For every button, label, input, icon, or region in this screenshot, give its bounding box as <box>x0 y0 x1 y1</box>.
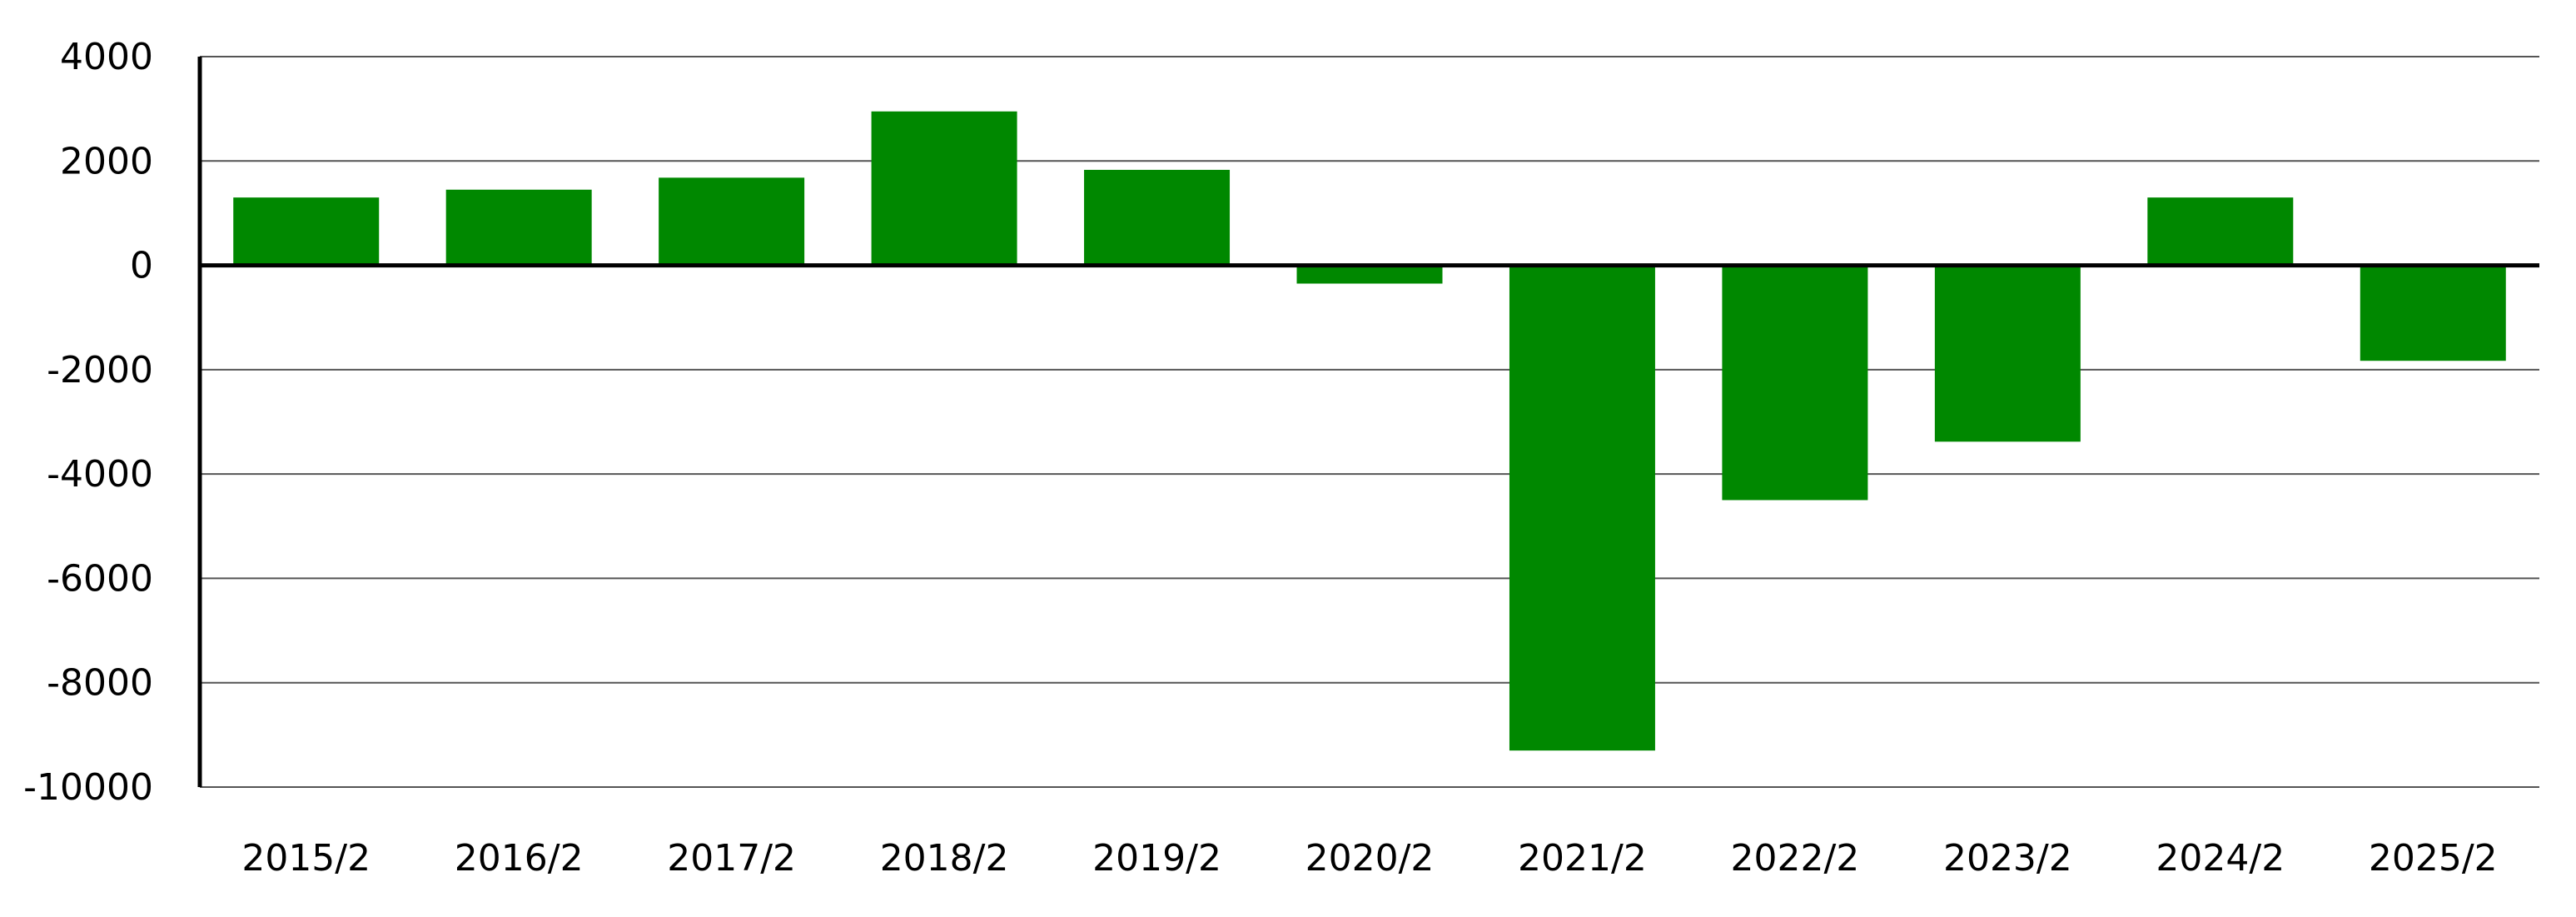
bar-2021-2 <box>1509 265 1655 751</box>
y-tick-label: -6000 <box>47 557 153 600</box>
bar-2015-2 <box>233 197 380 266</box>
x-tick-label: 2015/2 <box>241 837 370 880</box>
x-tick-label: 2024/2 <box>2156 837 2285 880</box>
x-tick-labels: 2015/2 2016/2 2017/2 2018/2 2019/2 2020/2 2021… <box>241 837 2497 880</box>
bar-2024-2 <box>2147 197 2294 266</box>
x-tick-label: 2021/2 <box>1518 837 1647 880</box>
y-tick-label: 0 <box>130 245 153 287</box>
y-tick-labels: 4000 2000 0 -2000 -4000 -6000 -8000 -10000 <box>23 36 153 809</box>
bar-2017-2 <box>659 177 805 266</box>
y-tick-label: 4000 <box>60 36 153 78</box>
x-tick-label: 2020/2 <box>1305 837 1435 880</box>
y-tick-label: 2000 <box>60 140 153 182</box>
bar-2020-2 <box>1296 265 1443 284</box>
gridlines <box>200 56 2539 788</box>
y-tick-label: -10000 <box>23 766 153 809</box>
x-tick-label: 2016/2 <box>455 837 584 880</box>
bar-2018-2 <box>871 111 1017 266</box>
axes <box>197 57 2539 787</box>
x-tick-label: 2019/2 <box>1092 837 1221 880</box>
y-tick-label: -8000 <box>47 662 153 705</box>
x-tick-label: 2017/2 <box>667 837 796 880</box>
bars <box>233 111 2506 751</box>
x-tick-label: 2018/2 <box>880 837 1009 880</box>
bar-2022-2 <box>1722 265 1868 501</box>
x-tick-label: 2025/2 <box>2369 837 2498 880</box>
y-tick-label: -2000 <box>47 349 153 391</box>
y-tick-label: -4000 <box>47 453 153 496</box>
bar-2023-2 <box>1934 265 2081 442</box>
bar-2025-2 <box>2360 265 2506 361</box>
x-tick-label: 2022/2 <box>1731 837 1860 880</box>
bar-2016-2 <box>445 189 592 266</box>
bar-2019-2 <box>1084 169 1231 266</box>
x-tick-label: 2023/2 <box>1943 837 2072 880</box>
